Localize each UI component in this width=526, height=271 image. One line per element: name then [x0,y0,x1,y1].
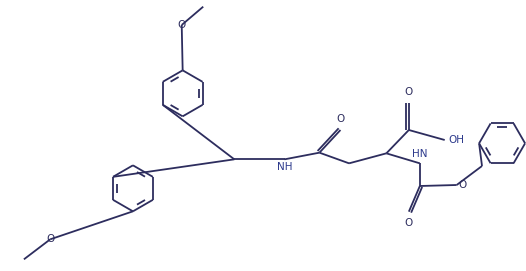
Text: OH: OH [449,135,464,145]
Text: O: O [178,20,186,30]
Text: HN: HN [412,149,428,159]
Text: O: O [336,114,345,124]
Text: O: O [404,218,413,228]
Text: O: O [459,180,467,190]
Text: NH: NH [277,162,292,172]
Text: O: O [404,87,413,97]
Text: O: O [46,234,54,244]
